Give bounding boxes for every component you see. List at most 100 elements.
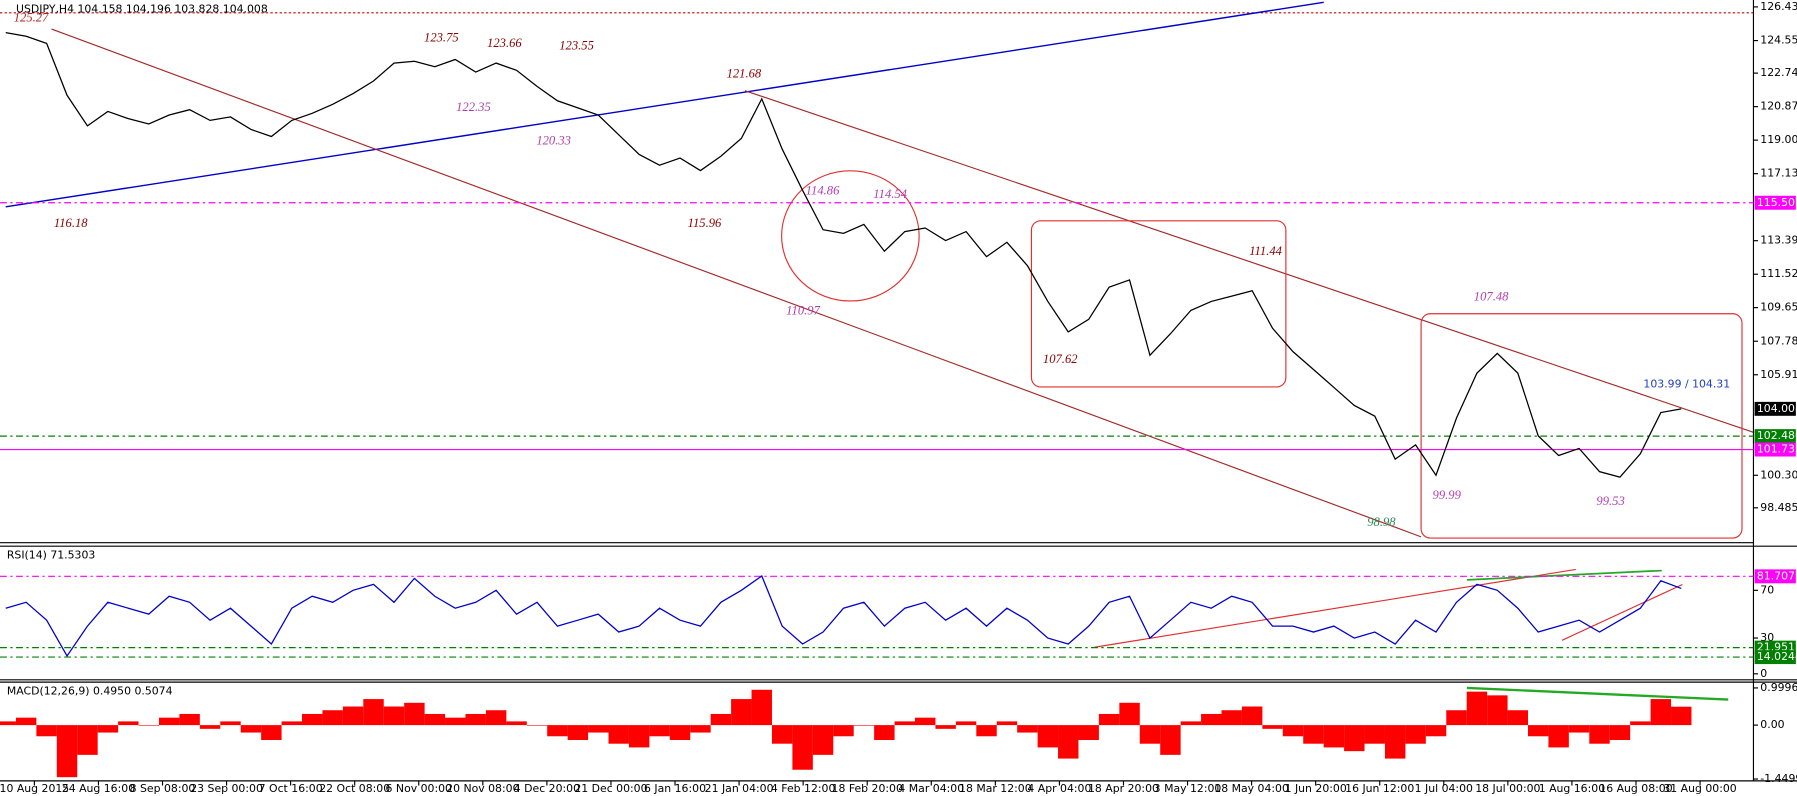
macd-bar (158, 717, 180, 726)
level-tag (1754, 650, 1796, 665)
macd-bar (261, 725, 282, 740)
x-tick-label: 21 Dec 00:00 (574, 782, 647, 795)
macd-bar (955, 721, 977, 726)
x-tick-label: 1 Jun 20:00 (1285, 782, 1347, 795)
macd-bar (465, 713, 486, 726)
macd-bar (1487, 695, 1508, 726)
macd-bar (731, 699, 752, 726)
macd-bar (1221, 710, 1242, 726)
y-tick-label: 107.780 (1760, 334, 1797, 347)
macd-bar (97, 725, 119, 733)
macd-bar (1098, 713, 1120, 726)
annotation: 99.53 (1596, 494, 1624, 508)
y-tick-label: 119.000 (1760, 133, 1797, 146)
macd-bar (771, 725, 793, 744)
macd-bar (915, 717, 936, 726)
panel-title: RSI(14) 71.5303 (7, 548, 95, 561)
x-tick-label: 3 May 12:00 (1154, 782, 1222, 795)
annotation: 120.33 (536, 134, 571, 148)
annotation: 99.99 (1433, 488, 1462, 502)
macd-bar (1384, 725, 1406, 759)
x-tick-label: 24 Aug 16:00 (62, 782, 135, 795)
level-label: 104.008 (1757, 402, 1797, 415)
macd-bar (751, 689, 772, 726)
macd-bar (526, 725, 548, 726)
annotation: 122.35 (456, 100, 491, 114)
macd-bar (935, 725, 956, 729)
x-tick-label: 7 Oct 16:00 (259, 782, 323, 795)
macd-bar (240, 725, 262, 733)
x-tick-label: 21 Jan 04:00 (705, 782, 774, 795)
x-tick-label: 4 Feb 12:00 (771, 782, 835, 795)
macd-bar (833, 725, 854, 737)
macd-bar (1201, 713, 1222, 726)
macd-bar (424, 713, 446, 726)
x-tick-label: 4 Dec 20:00 (514, 782, 580, 795)
macd-bar (1446, 710, 1467, 726)
annotation: 107.62 (1043, 352, 1078, 366)
macd-bar (1323, 725, 1345, 748)
circle (781, 170, 920, 302)
annotation: 116.18 (54, 216, 88, 230)
panel-title: MACD(12,26,9) 0.4950 0.5074 (7, 684, 173, 697)
y-tick-label: 0 (1760, 667, 1767, 680)
x-tick-label: 16 Jun 12:00 (1345, 782, 1414, 795)
y-tick-label: 126.435 (1760, 0, 1797, 13)
macd-trend (1466, 686, 1729, 701)
y-tick-label: 0.9996 (1760, 681, 1797, 694)
price-line (5, 32, 1682, 478)
x-tick-label: 16 Aug 08:00 (1599, 782, 1672, 795)
macd-bar (15, 717, 37, 726)
trend-line (5, 1, 1324, 208)
annotation: 114.86 (806, 184, 840, 198)
y-tick-label: 100.300 (1760, 468, 1797, 481)
y-tick-label: 113.390 (1760, 234, 1797, 247)
x-tick-label: 18 May 04:00 (1214, 782, 1289, 795)
macd-bar (404, 702, 425, 726)
y-tick-label: 117.130 (1760, 167, 1797, 180)
trend-line (51, 28, 1422, 538)
macd-bar (342, 706, 364, 726)
macd-bar (0, 721, 16, 726)
x-tick-label: 22 Oct 08:00 (319, 782, 390, 795)
macd-bar (322, 710, 343, 726)
x-tick-label: 6 Jan 16:00 (644, 782, 706, 795)
macd-bar (302, 713, 323, 726)
macd-bar (1139, 725, 1161, 744)
macd-bar (1241, 706, 1263, 726)
macd-bar (506, 721, 527, 726)
macd-bar (281, 721, 303, 726)
x-tick-label: 18 Mar 12:00 (959, 782, 1032, 795)
x-tick-label: 4 Apr 04:00 (1027, 782, 1091, 795)
macd-bar (1507, 710, 1529, 726)
macd-bar (1568, 725, 1590, 733)
macd-bar (1405, 725, 1426, 744)
macd-bar (1528, 725, 1549, 737)
annotation: 110.97 (786, 303, 820, 317)
annotation: 121.68 (727, 66, 762, 80)
level-label: 101.737 (1757, 442, 1797, 455)
macd-bar (179, 713, 200, 726)
annotation: 123.75 (424, 30, 459, 44)
trend-line (744, 90, 1754, 433)
macd-bar (996, 721, 1018, 726)
macd-bar (1160, 725, 1181, 755)
x-tick-label: 1 Jul 04:00 (1415, 782, 1473, 795)
macd-bar (588, 725, 609, 733)
macd-bar (118, 721, 139, 726)
y-tick-label: -1.4499 (1760, 772, 1797, 785)
annotation: 103.99 / 104.31 (1643, 378, 1730, 391)
macd-bar (1119, 702, 1140, 726)
x-tick-label: 1 Aug 16:00 (1539, 782, 1605, 795)
macd-bar (812, 725, 834, 755)
macd-bar (894, 721, 916, 726)
macd-bar (608, 725, 629, 744)
macd-bar (138, 725, 159, 726)
macd-bar (1180, 721, 1202, 726)
macd-bar (1344, 725, 1365, 752)
annotation: 107.48 (1474, 289, 1509, 303)
level-tag (1754, 569, 1796, 584)
level-label: 14.0244 (1757, 650, 1797, 663)
macd-bar (1671, 706, 1692, 726)
